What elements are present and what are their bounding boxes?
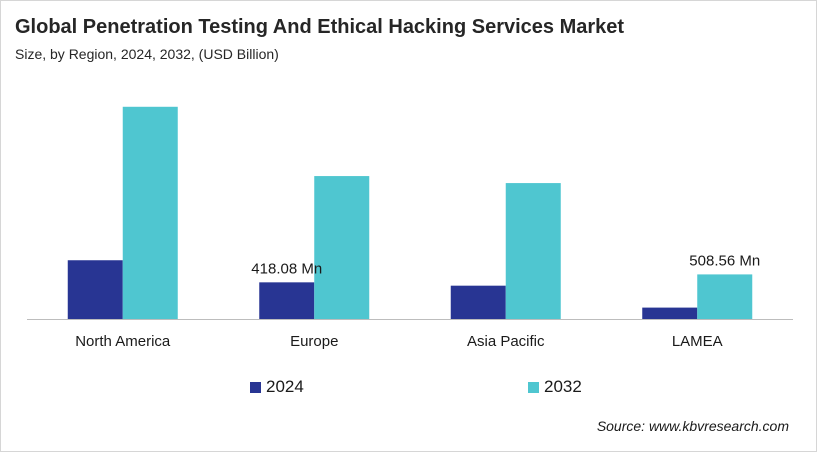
- bar-2032-europe: [314, 176, 370, 319]
- data-label: 418.08 Mn: [251, 260, 322, 277]
- bar-2032-lamea: [697, 274, 753, 319]
- legend-label-2032: 2032: [544, 377, 582, 396]
- bar-2032-north-america: [122, 106, 178, 320]
- chart-legend: 2024 2032: [1, 377, 816, 399]
- x-tick-label: Asia Pacific: [467, 333, 545, 350]
- source-note: Source: www.kbvresearch.com: [596, 418, 789, 434]
- legend-label-2024: 2024: [266, 377, 304, 396]
- chart-subtitle: Size, by Region, 2024, 2032, (USD Billio…: [15, 46, 279, 62]
- bar-2024-asia-pacific: [450, 285, 506, 319]
- legend-swatch-2032: [528, 381, 539, 393]
- x-tick-label: North America: [75, 333, 171, 350]
- bar-2032-asia-pacific: [505, 183, 561, 319]
- legend-swatch-2024: [250, 381, 261, 393]
- chart-title: Global Penetration Testing And Ethical H…: [15, 16, 625, 38]
- bar-2024-north-america: [67, 260, 123, 319]
- legend-item-2024: 2024: [250, 377, 304, 397]
- bar-2024-europe: [259, 282, 315, 319]
- legend-item-2032: 2032: [528, 377, 582, 397]
- x-tick-label: Europe: [290, 333, 338, 350]
- data-label: 508.56 Mn: [689, 252, 760, 269]
- x-tick-label: LAMEA: [672, 333, 723, 350]
- bar-2024-lamea: [642, 307, 698, 319]
